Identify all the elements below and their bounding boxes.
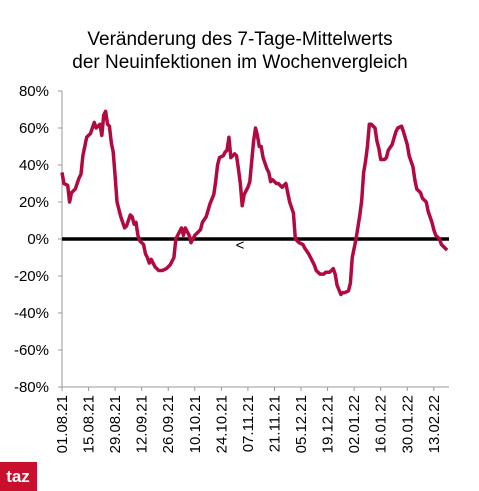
x-tick-label: 16.01.22 <box>373 395 390 453</box>
x-tick-label: 10.10.21 <box>187 395 204 453</box>
y-tick-label: 0% <box>27 231 49 248</box>
x-tick-label: 26.09.21 <box>160 395 177 453</box>
y-tick-label: -80% <box>14 379 49 396</box>
y-tick-label: 80% <box>19 83 49 100</box>
x-tick-label: 07.11.21 <box>240 395 257 452</box>
x-tick-label: 13.02.22 <box>426 395 443 453</box>
y-tick-label: 60% <box>19 120 49 137</box>
x-tick-label: 24.10.21 <box>213 395 230 453</box>
annotation: < <box>236 237 245 254</box>
logo-box <box>0 462 37 491</box>
y-tick-label: -20% <box>14 268 49 285</box>
y-tick-label: -40% <box>14 305 49 322</box>
x-tick-label: 12.09.21 <box>134 395 151 453</box>
x-tick-label: 02.01.22 <box>346 395 363 453</box>
x-tick-label: 29.08.21 <box>107 395 124 453</box>
logo: taz <box>6 467 30 486</box>
y-tick-label: 20% <box>19 194 49 211</box>
x-tick-label: 01.08.21 <box>54 395 71 453</box>
y-tick-label: -60% <box>14 342 49 359</box>
chart-title: Veränderung des 7-Tage-Mittelwerts <box>87 29 392 50</box>
data-line <box>60 109 449 297</box>
x-tick-label: 15.08.21 <box>81 395 98 453</box>
chart-title: der Neuinfektionen im Wochenvergleich <box>72 52 408 73</box>
x-tick-label: 30.01.22 <box>399 395 416 453</box>
x-tick-label: 05.12.21 <box>293 395 310 453</box>
x-tick-label: 19.12.21 <box>320 395 337 453</box>
x-tick-label: 21.11.21 <box>266 395 283 452</box>
y-tick-label: 40% <box>19 157 49 174</box>
